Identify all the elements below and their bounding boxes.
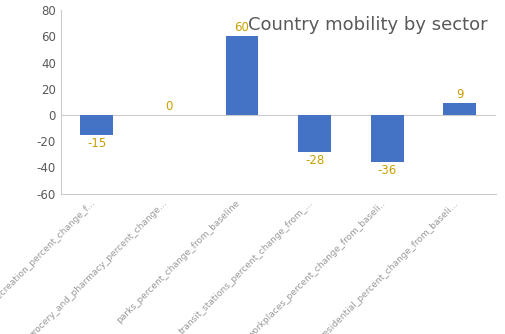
Text: 60: 60 [234, 21, 249, 34]
Text: -15: -15 [87, 137, 106, 150]
Text: Country mobility by sector: Country mobility by sector [247, 15, 486, 33]
Bar [80, 115, 113, 135]
Text: 0: 0 [166, 100, 173, 113]
Text: -28: -28 [305, 154, 324, 167]
Text: 9: 9 [455, 88, 463, 101]
Bar [297, 115, 330, 152]
Bar [370, 115, 402, 162]
Bar [225, 36, 258, 115]
Bar [442, 103, 475, 115]
Text: -36: -36 [377, 164, 396, 177]
